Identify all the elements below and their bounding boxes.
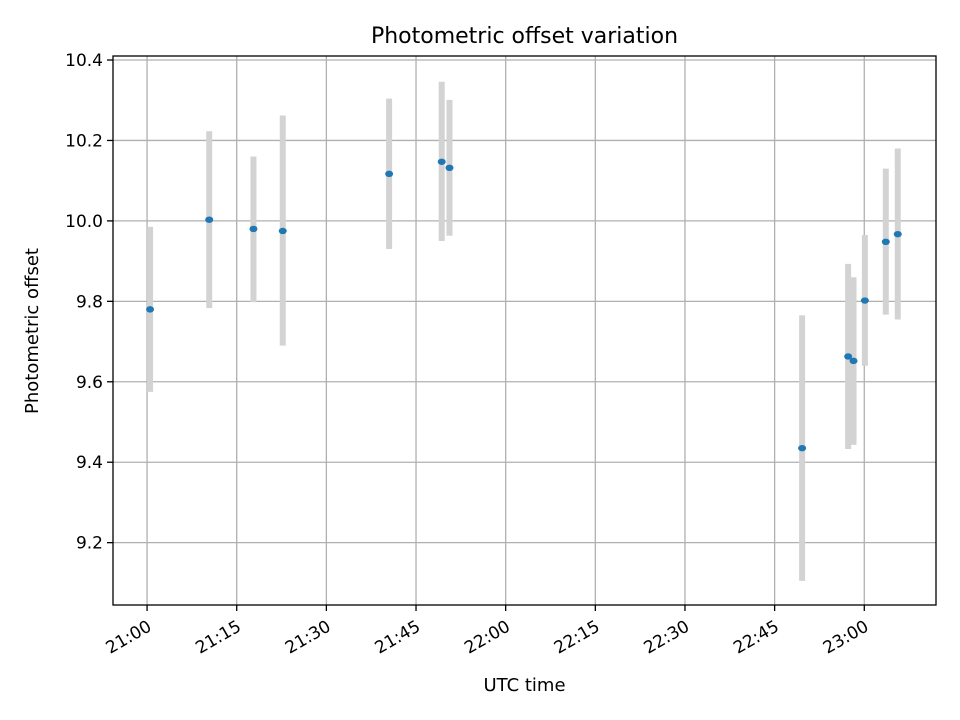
data-point [844, 353, 853, 360]
data-point [881, 238, 890, 246]
data-point [146, 306, 155, 313]
data-point [205, 216, 214, 223]
y-tick-label: 10.0 [65, 212, 103, 232]
data-points [146, 158, 902, 452]
y-axis-ticks: 9.2 9.4 9.6 9.8 10.0 10.2 10.4 [65, 51, 113, 554]
y-tick-label: 9.8 [76, 292, 103, 312]
data-point [445, 164, 454, 172]
data-point [249, 225, 258, 233]
grid [113, 56, 936, 605]
y-tick-label: 9.2 [76, 534, 103, 554]
data-point [385, 170, 394, 178]
data-point [278, 227, 287, 235]
x-axis-label: UTC time [483, 675, 565, 696]
data-point [893, 230, 902, 238]
plot-frame [112, 55, 937, 606]
y-tick-label: 9.4 [76, 453, 103, 473]
data-point [860, 297, 869, 304]
y-axis-label: Photometric offset [22, 248, 43, 414]
y-tick-label: 10.2 [65, 131, 103, 151]
data-point [849, 357, 858, 365]
data-point [798, 444, 807, 452]
y-tick-label: 9.6 [76, 373, 103, 393]
data-point [437, 158, 446, 165]
chart-title: Photometric offset variation [371, 24, 678, 49]
y-tick-label: 10.4 [65, 51, 103, 71]
